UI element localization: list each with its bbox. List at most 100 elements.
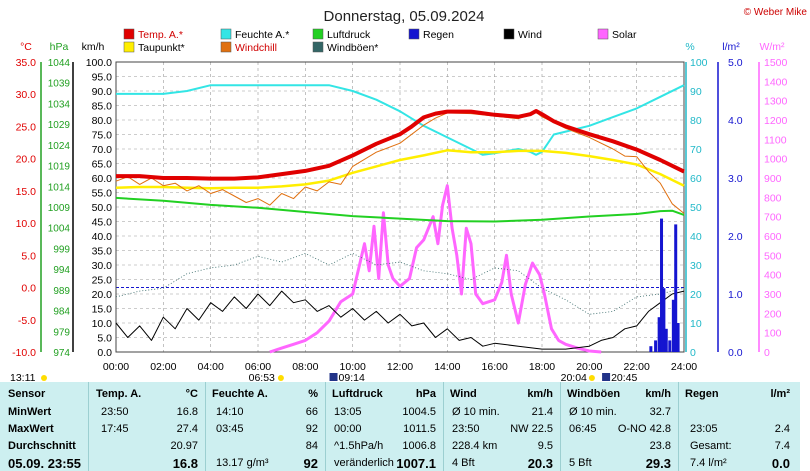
weather-chart: Donnerstag, 05.09.2024 © Weber Mike Temp… — [10, 7, 808, 382]
rain-bar — [668, 340, 672, 352]
chart-legend: Temp. A.* Feuchte A.* Luftdruck Regen Wind So… — [123, 28, 637, 54]
legend-label: Regen — [423, 29, 454, 41]
kmh-tick-label: 15.0 — [92, 304, 113, 316]
table-cell: 32.7 — [649, 406, 671, 418]
legend-swatch — [408, 28, 420, 40]
hpa-tick-label: 994 — [53, 265, 70, 276]
hpa-tick-label: 1034 — [48, 99, 71, 110]
kmh-tick-label: 10.0 — [92, 318, 113, 330]
rain-tick-label: 4.0 — [728, 115, 743, 127]
table-cell: 92 — [305, 423, 318, 435]
x-tick-label: 14:00 — [434, 361, 460, 373]
legend-label: Feuchte A.* — [235, 29, 289, 41]
table-cell: 21.4 — [531, 406, 553, 418]
chart-grid — [115, 61, 685, 353]
percent-tick-label: 60 — [690, 173, 702, 185]
table-cell: 16.8 — [172, 456, 198, 471]
solar-tick-label: 1200 — [764, 115, 788, 127]
last-time-label: 13:11 — [10, 372, 36, 382]
x-tick-label: 06:00 — [245, 361, 271, 373]
x-tick-label: 16:00 — [482, 361, 508, 373]
kmh-tick-label: 5.0 — [97, 333, 112, 345]
hpa-tick-label: 1014 — [48, 182, 71, 193]
rain-bar — [662, 288, 666, 352]
table-cell: 7.4 l/m² — [690, 457, 727, 469]
table-cell: Regen — [685, 388, 719, 400]
table-cell: ^1.5hPa/h — [334, 440, 384, 452]
table-cell: 13.17 g/m³ — [216, 457, 269, 469]
hpa-tick-label: 1004 — [48, 224, 71, 235]
x-tick-label: 08:00 — [292, 361, 318, 373]
celsius-tick-label: 0.0 — [21, 283, 36, 295]
percent-tick-label: 10 — [690, 318, 702, 330]
sun-icon — [277, 375, 284, 381]
table-cell: Windböen — [567, 388, 621, 400]
axis-unit-label: hPa — [50, 41, 69, 53]
axis-unit-label: l/m² — [722, 41, 740, 53]
kmh-tick-label: 20.0 — [92, 289, 113, 301]
solar-tick-label: 1000 — [764, 154, 788, 166]
legend-label: Wind — [518, 29, 542, 41]
solar-tick-label: 400 — [764, 270, 782, 282]
axis-unit-labels: °C hPa km/h% l/m² W/m² — [20, 41, 785, 53]
solar-tick-label: 200 — [764, 308, 782, 320]
legend-swatch — [597, 28, 609, 40]
percent-tick-label: 70 — [690, 144, 702, 156]
legend-swatch — [123, 41, 135, 53]
solar-tick-label: 1100 — [764, 134, 787, 146]
moon-icon — [329, 373, 338, 381]
rain-bar — [671, 299, 675, 352]
kmh-tick-label: 100.0 — [86, 57, 112, 69]
moon-icon — [602, 373, 611, 381]
kmh-tick-label: 75.0 — [92, 130, 113, 142]
sun-icon — [588, 375, 595, 381]
celsius-tick-label: -5.0 — [18, 315, 36, 327]
table-cell: 66 — [305, 406, 318, 418]
kmh-tick-label: 40.0 — [92, 231, 113, 243]
table-cell: hPa — [415, 388, 436, 400]
legend-label: Temp. A.* — [138, 29, 183, 41]
plot-frame — [115, 61, 685, 353]
series-line-temp-a — [116, 109, 685, 181]
table-cell: 228.4 km — [452, 440, 498, 452]
rain-tick-label: 1.0 — [728, 289, 743, 301]
table-cell: 13:05 — [334, 406, 362, 418]
table-cell: 20.97 — [170, 440, 198, 452]
rain-bar — [674, 224, 678, 352]
table-cell: 17:45 — [101, 423, 129, 435]
celsius-tick-label: 35.0 — [16, 57, 37, 69]
x-tick-label: 00:00 — [103, 361, 129, 373]
legend-swatch — [220, 28, 232, 40]
table-cell: km/h — [645, 388, 671, 400]
rain-bar — [664, 328, 668, 352]
kmh-tick-label: 85.0 — [92, 101, 113, 113]
axis-unit-label: W/m² — [759, 41, 785, 53]
hpa-tick-label: 979 — [53, 327, 70, 338]
x-tick-label: 22:00 — [624, 361, 650, 373]
table-cell: 84 — [305, 440, 318, 452]
table-cell: 7.4 — [774, 440, 790, 452]
table-cell: MaxWert — [8, 423, 54, 435]
table-cell: Wind — [450, 388, 477, 400]
hpa-tick-label: 999 — [53, 244, 70, 255]
celsius-tick-label: 15.0 — [16, 186, 37, 198]
table-cell: 2.4 — [774, 423, 790, 435]
solar-tick-label: 1500 — [764, 57, 788, 69]
percent-tick-label: 100 — [690, 57, 708, 69]
chart-title: Donnerstag, 05.09.2024 — [324, 8, 485, 25]
kmh-tick-label: 25.0 — [92, 275, 113, 287]
copyright-label: © Weber Mike — [744, 7, 808, 18]
x-tick-label: 20:00 — [576, 361, 602, 373]
legend-swatch — [503, 28, 515, 40]
hpa-tick-label: 1019 — [48, 162, 71, 173]
x-tick-label: 04:00 — [198, 361, 224, 373]
table-cell: 23:50 — [452, 423, 480, 435]
table-cell: 29.3 — [645, 456, 671, 471]
x-tick-label: 18:00 — [529, 361, 555, 373]
celsius-tick-label: -10.0 — [12, 347, 36, 359]
table-cell: 92 — [303, 456, 318, 471]
legend-label: Luftdruck — [327, 29, 371, 41]
table-cell: l/m² — [770, 388, 790, 400]
table-cell: 1006.8 — [402, 440, 436, 452]
legend-swatch — [312, 28, 324, 40]
